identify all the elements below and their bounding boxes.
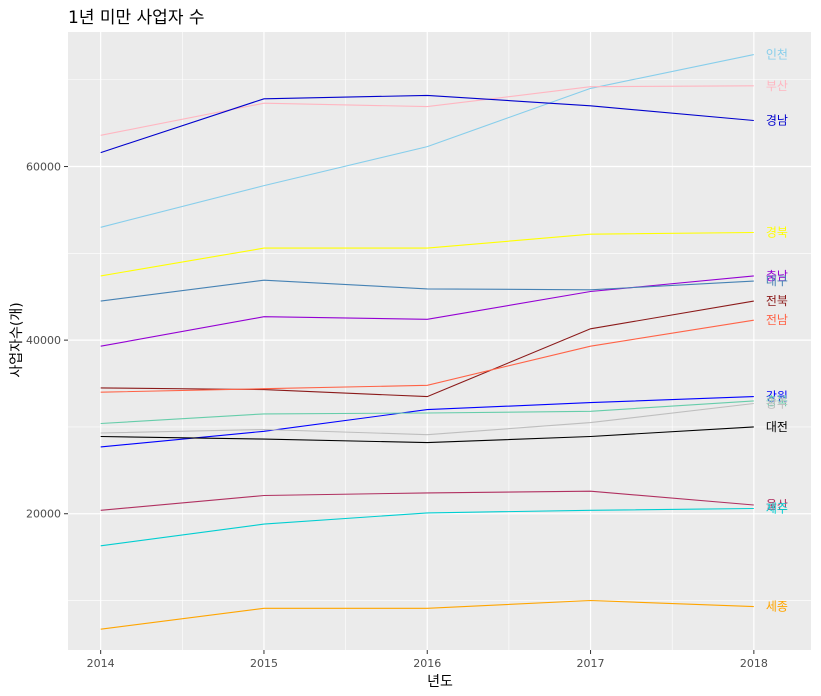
y-tick-label: 40000 [26, 334, 61, 347]
minor-gridlines [68, 32, 811, 650]
x-tick-label: 2016 [413, 657, 441, 670]
series-label-전북: 전북 [766, 294, 788, 308]
series-label-경북: 경북 [766, 226, 788, 240]
series-label-전남: 전남 [766, 313, 788, 327]
series-line-대전 [100, 426, 754, 444]
series-label-강원: 강원 [766, 390, 788, 404]
x-axis-ticks: 2014 2015 2016 2017 2018 [87, 650, 768, 670]
series-label-울산: 울산 [766, 498, 788, 512]
series-label-경남: 경남 [766, 114, 788, 128]
series-line-광주 [100, 402, 754, 436]
series-label-부산: 부산 [766, 79, 788, 93]
series-line-전남 [100, 319, 754, 393]
series-line-충북 [100, 400, 754, 425]
series-line-인천 [100, 54, 754, 228]
series-line-충남 [100, 275, 754, 347]
x-tick-label: 2014 [87, 657, 115, 670]
series-label-충남: 충남 [766, 269, 788, 283]
series-label-광주: 광주 [766, 396, 788, 410]
x-tick-label: 2015 [250, 657, 278, 670]
series-label-세종: 세종 [766, 600, 788, 614]
y-axis-title: 사업자수(개) [9, 302, 25, 377]
chart-title: 1년 미만 사업자 수 [68, 8, 205, 28]
x-tick-label: 2017 [577, 657, 605, 670]
series-line-세종 [100, 599, 754, 630]
x-axis-title: 년도 [427, 674, 453, 690]
series-line-경북 [100, 231, 754, 277]
series-line-울산 [100, 490, 754, 511]
y-tick-label: 20000 [26, 508, 61, 521]
y-tick-label: 60000 [26, 161, 61, 174]
series-label-제주: 제주 [766, 502, 788, 516]
series-label-인천: 인천 [766, 47, 788, 62]
series-line-경남 [100, 94, 754, 154]
series-line-부산 [100, 85, 754, 136]
series-label-대구: 대구 [766, 274, 788, 288]
x-tick-label: 2018 [740, 657, 768, 670]
major-gridlines [68, 32, 811, 650]
series-line-전북 [100, 300, 754, 398]
series-line-대구 [100, 279, 754, 302]
series-line-제주 [100, 507, 754, 547]
plot-panel [68, 32, 811, 650]
y-axis-ticks: 20000 40000 60000 [26, 161, 68, 521]
series-label-대전: 대전 [766, 420, 788, 434]
series-lines [100, 54, 754, 630]
series-line-강원 [100, 396, 754, 448]
series-label-충북: 충북 [766, 394, 788, 408]
